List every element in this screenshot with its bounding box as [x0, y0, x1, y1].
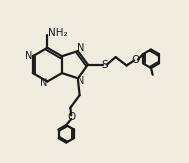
- Text: NH₂: NH₂: [48, 28, 68, 38]
- Text: O: O: [132, 55, 140, 65]
- Text: N: N: [25, 51, 32, 61]
- Text: O: O: [67, 112, 75, 122]
- Text: N: N: [77, 76, 85, 86]
- Text: S: S: [101, 60, 108, 70]
- Text: N: N: [40, 78, 48, 88]
- Text: N: N: [77, 43, 85, 53]
